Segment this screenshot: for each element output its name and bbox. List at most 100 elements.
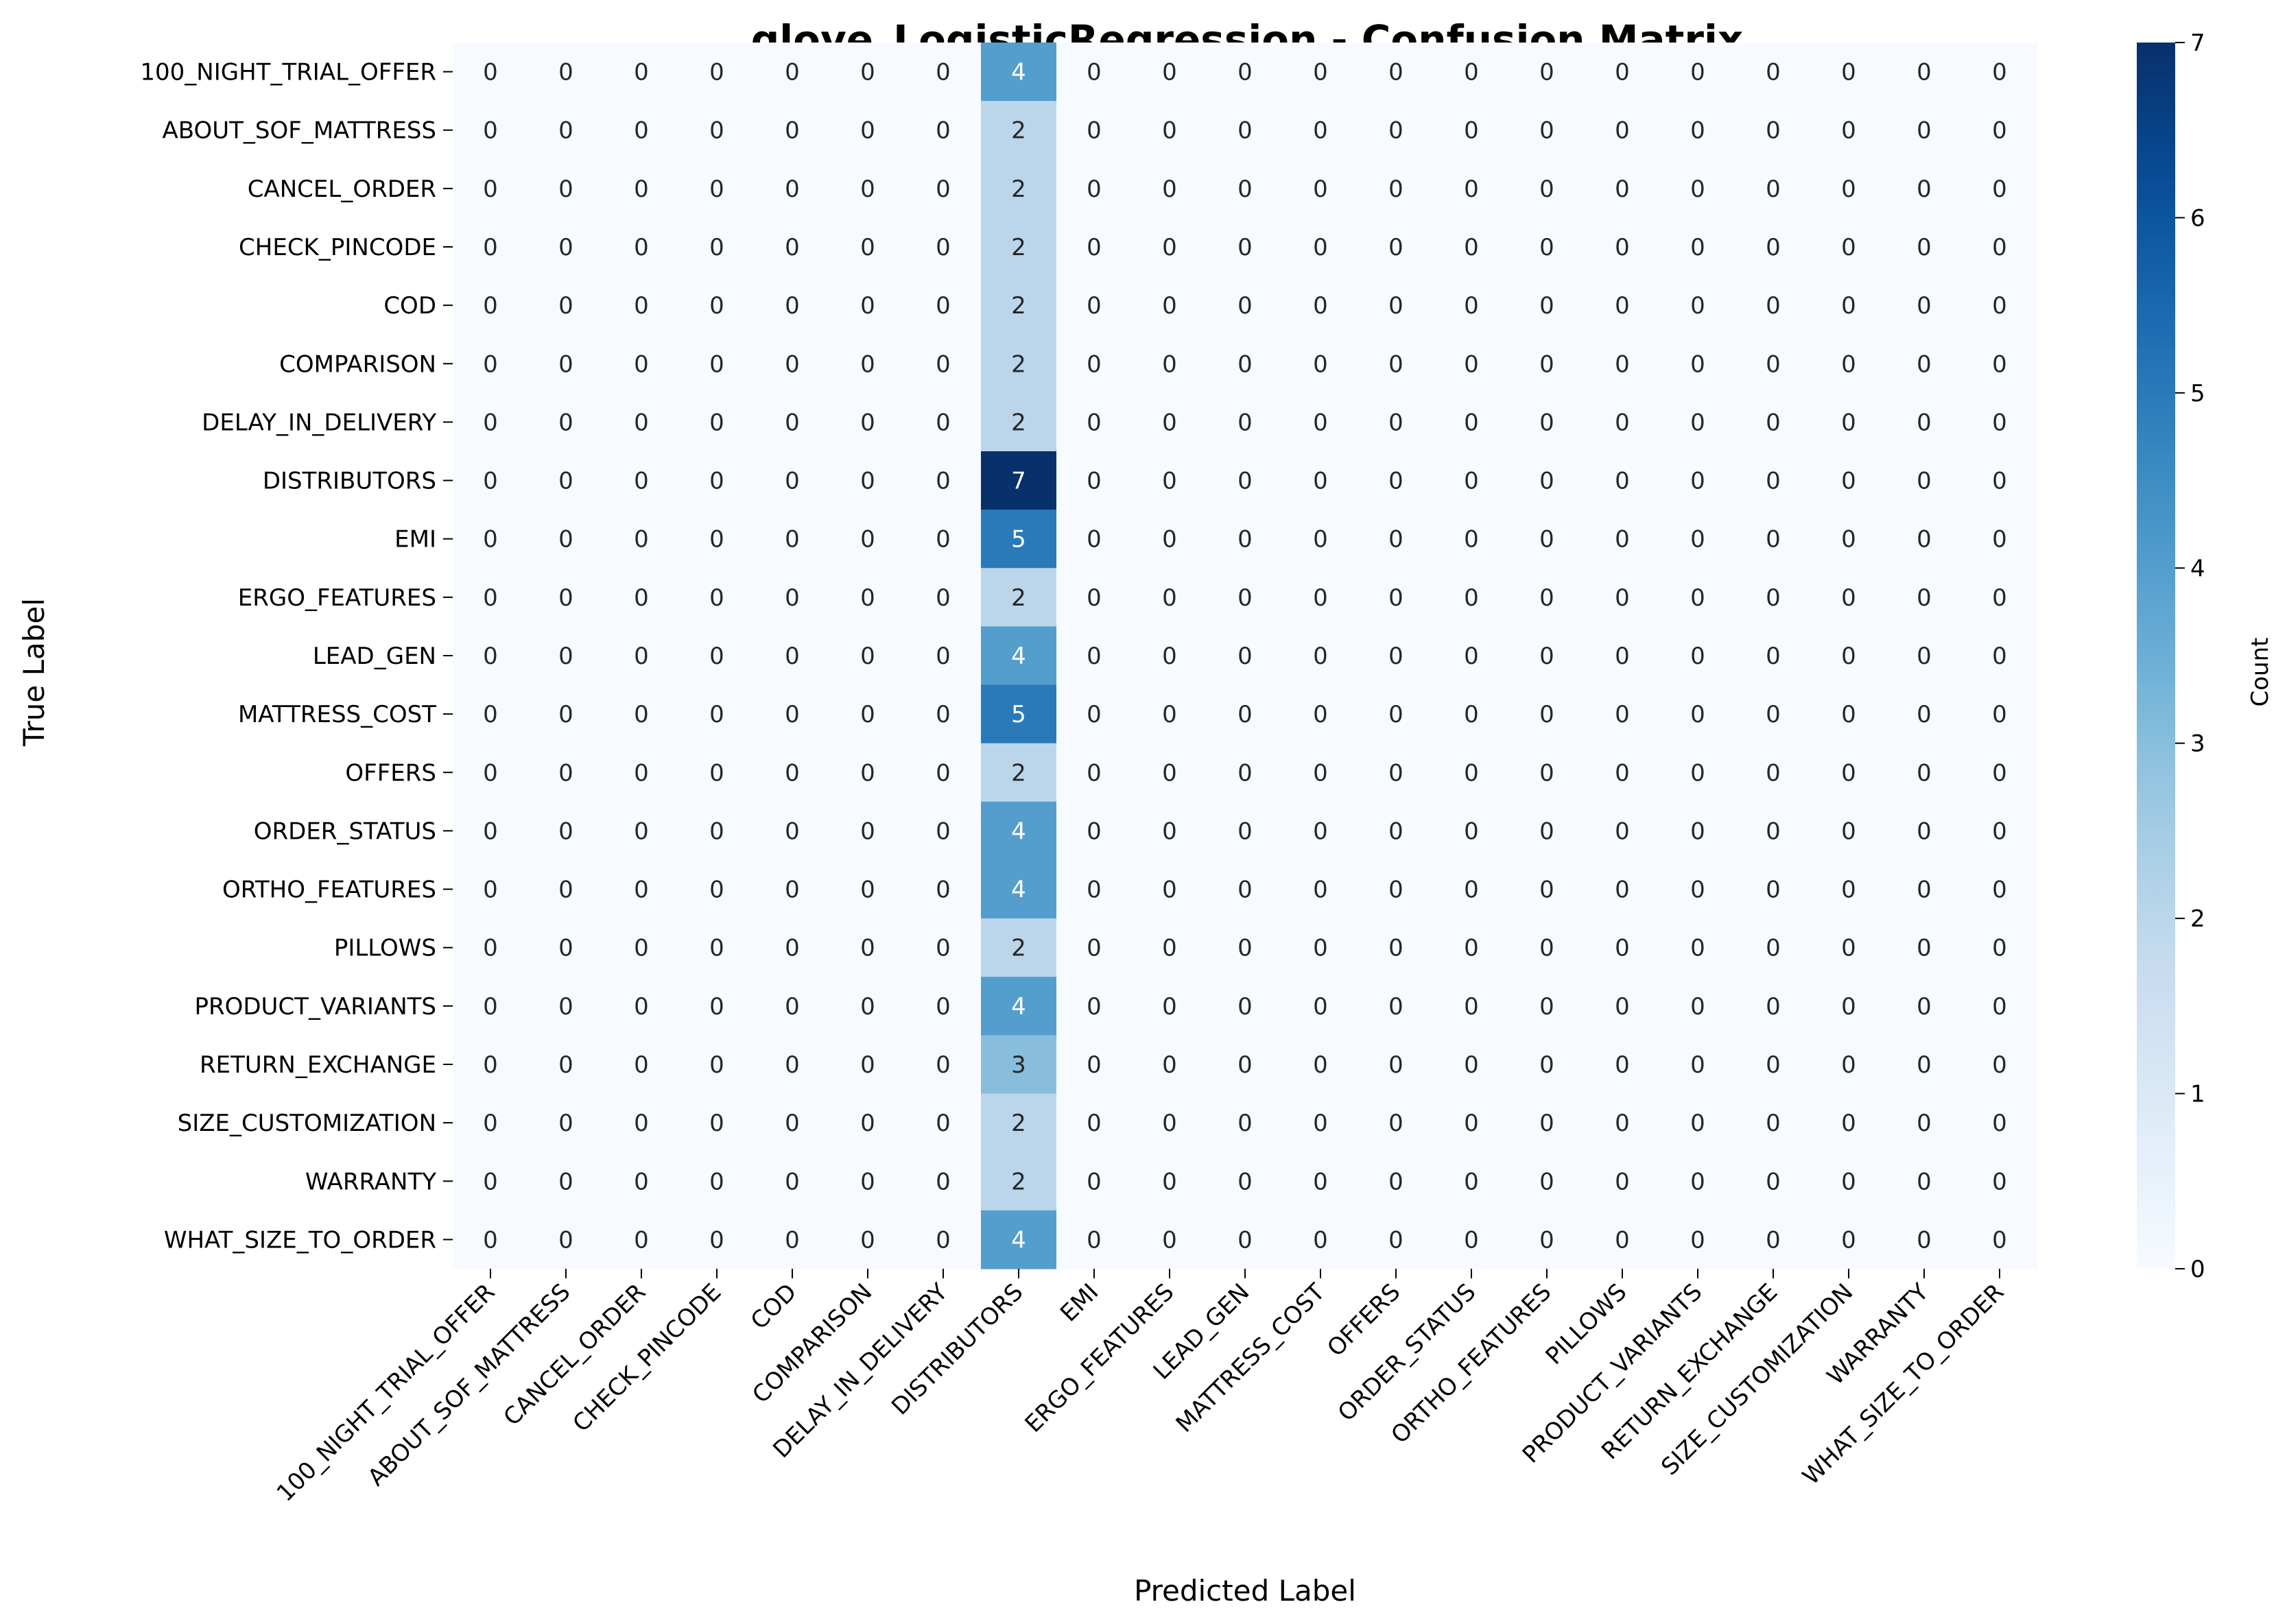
cell-value-label: 0 <box>1615 759 1630 787</box>
cell-value-label: 0 <box>785 759 800 787</box>
cell-value-label: 0 <box>1464 1110 1479 1137</box>
cell-value-label: 0 <box>1388 643 1403 670</box>
cell-value-label: 0 <box>1841 176 1856 203</box>
heatmap-cell <box>755 392 831 452</box>
heatmap-cell <box>1207 568 1283 628</box>
cell-value-label: 0 <box>483 1226 498 1254</box>
cell-value-label: 0 <box>1615 584 1630 612</box>
heatmap-cell <box>1660 977 1736 1036</box>
heatmap-cell <box>1132 626 1208 686</box>
cell-value-label: 0 <box>1992 526 2007 553</box>
heatmap-cell <box>1283 159 1359 219</box>
y-tick-label: ORDER_STATUS <box>254 817 436 845</box>
cell-value-label: 0 <box>1992 176 2007 203</box>
cell-value-label: 0 <box>709 935 724 962</box>
cell-value-label: 0 <box>1162 176 1177 203</box>
heatmap-cell <box>1283 101 1359 160</box>
heatmap-cell <box>905 334 982 394</box>
cell-value-label: 0 <box>785 584 800 612</box>
cell-value-label: 0 <box>558 584 573 612</box>
heatmap-cell <box>528 510 604 569</box>
heatmap-cell <box>1207 159 1283 219</box>
heatmap-cell <box>453 743 529 802</box>
heatmap-cell <box>905 1093 982 1153</box>
heatmap-cell <box>1509 860 1585 919</box>
heatmap-cell <box>981 568 1057 628</box>
cell-value-label: 0 <box>1690 409 1705 436</box>
heatmap-cell <box>528 1151 604 1211</box>
heatmap-cell <box>1735 159 1812 219</box>
heatmap-cell <box>1735 392 1812 452</box>
cell-value-label: 0 <box>1766 176 1781 203</box>
heatmap-cell <box>1056 217 1133 277</box>
heatmap-cell <box>528 684 604 744</box>
heatmap-cell <box>604 43 680 102</box>
cell-value-label: 0 <box>1615 292 1630 320</box>
heatmap-cell <box>604 1210 680 1269</box>
heatmap-cell <box>1962 392 2038 452</box>
heatmap-cell <box>1585 743 1661 802</box>
heatmap-cell <box>1434 626 1510 686</box>
heatmap-cell <box>1509 801 1585 861</box>
y-tick-label: SIZE_CUSTOMIZATION <box>178 1110 436 1137</box>
cell-value-label: 0 <box>1690 59 1705 86</box>
cell-value-label: 0 <box>1841 1168 1856 1195</box>
cell-value-label: 0 <box>1237 59 1253 86</box>
cell-value-label: 0 <box>1841 409 1856 436</box>
heatmap-cell <box>1509 743 1585 802</box>
heatmap-cell <box>1132 43 1208 102</box>
heatmap-cell <box>905 1151 982 1211</box>
heatmap-cell <box>1207 1035 1283 1095</box>
heatmap-cell <box>1811 918 1887 977</box>
cell-value-label: 2 <box>1011 292 1026 320</box>
heatmap-cell <box>981 1151 1057 1211</box>
heatmap-cell <box>1962 510 2038 569</box>
cell-value-label: 0 <box>1992 1168 2007 1195</box>
cell-value-label: 0 <box>1766 817 1781 845</box>
cell-value-label: 0 <box>1917 817 1932 845</box>
heatmap-cell <box>755 1210 831 1269</box>
cell-value-label: 0 <box>1464 292 1479 320</box>
heatmap-cell <box>1434 684 1510 744</box>
cell-value-label: 0 <box>1237 759 1253 787</box>
heatmap-cell <box>1207 1093 1283 1153</box>
cell-value-label: 4 <box>1011 993 1026 1020</box>
cell-value-label: 0 <box>1690 1168 1705 1195</box>
heatmap-cell <box>1283 1093 1359 1153</box>
heatmap-cell <box>905 918 982 977</box>
cell-value-label: 0 <box>483 176 498 203</box>
heatmap-cell <box>1358 860 1434 919</box>
heatmap-cell <box>1660 392 1736 452</box>
cell-value-label: 0 <box>1917 234 1932 261</box>
heatmap-cell <box>1434 334 1510 394</box>
cell-value-label: 4 <box>1011 59 1026 86</box>
cell-value-label: 0 <box>860 584 875 612</box>
cell-value-label: 0 <box>1313 409 1328 436</box>
cell-value-label: 0 <box>1539 1168 1554 1195</box>
cell-value-label: 0 <box>1766 759 1781 787</box>
cell-value-label: 0 <box>1087 759 1102 787</box>
cell-value-label: 0 <box>860 993 875 1020</box>
heatmap-cell <box>1660 626 1736 686</box>
cell-value-label: 0 <box>1615 350 1630 378</box>
heatmap-cell <box>905 1035 982 1095</box>
x-axis-tick-labels: 100_NIGHT_TRIAL_OFFERABOUT_SOF_MATTRESSC… <box>272 1269 2009 1507</box>
heatmap-cells: 0 0 0 0 0 0 0 4 0 0 0 0 0 0 0 0 0 0 0 0 0 0 0 0 0 0 0 0 2 0 0 0 0 0 0 0 0 0 0 0… <box>453 43 2038 1269</box>
heatmap-cell <box>830 1151 906 1211</box>
heatmap-cell <box>1886 334 1963 394</box>
heatmap-cell <box>1509 1093 1585 1153</box>
heatmap-cell <box>755 101 831 160</box>
heatmap-cell <box>1056 684 1133 744</box>
cell-value-label: 0 <box>634 993 649 1020</box>
heatmap-cell <box>1434 568 1510 628</box>
heatmap-cell <box>1358 334 1434 394</box>
heatmap-cell <box>1886 1210 1963 1269</box>
heatmap-cell <box>830 43 906 102</box>
cell-value-label: 0 <box>1539 1051 1554 1079</box>
cell-value-label: 0 <box>1690 643 1705 670</box>
cell-value-label: 0 <box>1313 1168 1328 1195</box>
cell-value-label: 0 <box>785 876 800 904</box>
heatmap-cell <box>1962 1210 2038 1269</box>
heatmap-cell <box>1886 276 1963 335</box>
cell-value-label: 0 <box>1615 1168 1630 1195</box>
